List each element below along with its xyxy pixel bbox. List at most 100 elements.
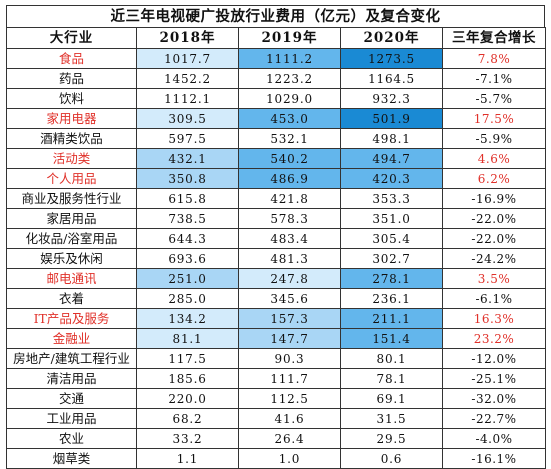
value-cell-2018: 1017.7 — [136, 48, 239, 69]
value-cell-2018: 285.0 — [136, 288, 239, 309]
value-cell-2020: 151.4 — [340, 328, 443, 349]
cagr-cell: -32.0% — [442, 388, 546, 409]
industry-cell: 邮电通讯 — [6, 268, 137, 289]
industry-cell: 交通 — [6, 388, 137, 409]
cagr-cell: 6.2% — [442, 168, 546, 189]
value-cell-2019: 147.7 — [238, 328, 341, 349]
value-cell-2018: 220.0 — [136, 388, 239, 409]
table-row: 家居用品 738.5 578.3 351.0 -22.0% — [6, 208, 546, 229]
value-cell-2019: 157.3 — [238, 308, 341, 329]
table-row: 清洁用品 185.6 111.7 78.1 -25.1% — [6, 368, 546, 389]
value-cell-2019: 247.8 — [238, 268, 341, 289]
value-cell-2019: 1111.2 — [238, 48, 341, 69]
industry-cell: 食品 — [6, 48, 137, 69]
value-cell-2018: 615.8 — [136, 188, 239, 209]
value-cell-2018: 33.2 — [136, 428, 239, 449]
value-cell-2020: 0.6 — [340, 448, 443, 469]
ad-spend-table-figure: 近三年电视硬广投放行业费用（亿元）及复合变化 大行业 2018年 2019年 2… — [6, 5, 546, 469]
value-cell-2019: 532.1 — [238, 128, 341, 149]
table-row: 酒精类饮品 597.5 532.1 498.1 -5.9% — [6, 128, 546, 149]
industry-cell: 酒精类饮品 — [6, 128, 137, 149]
cagr-cell: -22.0% — [442, 208, 546, 229]
value-cell-2019: 1223.2 — [238, 68, 341, 89]
industry-cell: 衣着 — [6, 288, 137, 309]
industry-cell: 饮料 — [6, 88, 137, 109]
industry-cell: 金融业 — [6, 328, 137, 349]
value-cell-2019: 540.2 — [238, 148, 341, 169]
table-row: 房地产/建筑工程行业 117.5 90.3 80.1 -12.0% — [6, 348, 546, 369]
cagr-cell: 17.5% — [442, 108, 546, 129]
header-industry: 大行业 — [6, 27, 137, 49]
table-row: 娱乐及休闲 693.6 481.3 302.7 -24.2% — [6, 248, 546, 269]
cagr-cell: 3.5% — [442, 268, 546, 289]
value-cell-2018: 68.2 — [136, 408, 239, 429]
value-cell-2020: 494.7 — [340, 148, 443, 169]
value-cell-2018: 597.5 — [136, 128, 239, 149]
cagr-cell: -5.7% — [442, 88, 546, 109]
cagr-cell: -25.1% — [442, 368, 546, 389]
cagr-cell: 4.6% — [442, 148, 546, 169]
table-row: 衣着 285.0 345.6 236.1 -6.1% — [6, 288, 546, 309]
table-row: 工业用品 68.2 41.6 31.5 -22.7% — [6, 408, 546, 429]
cagr-cell: -22.7% — [442, 408, 546, 429]
table-row: 家用电器 309.5 453.0 501.9 17.5% — [6, 108, 546, 129]
cagr-cell: 23.2% — [442, 328, 546, 349]
industry-cell: 商业及服务性行业 — [6, 188, 137, 209]
industry-cell: 化妆品/浴室用品 — [6, 228, 137, 249]
value-cell-2018: 1.1 — [136, 448, 239, 469]
value-cell-2019: 26.4 — [238, 428, 341, 449]
industry-cell: 家用电器 — [6, 108, 137, 129]
industry-cell: 娱乐及休闲 — [6, 248, 137, 269]
industry-cell: 房地产/建筑工程行业 — [6, 348, 137, 369]
value-cell-2019: 1.0 — [238, 448, 341, 469]
value-cell-2019: 1029.0 — [238, 88, 341, 109]
table-row: 烟草类 1.1 1.0 0.6 -16.1% — [6, 448, 546, 469]
table-row: 食品 1017.7 1111.2 1273.5 7.8% — [6, 48, 546, 69]
industry-cell: 工业用品 — [6, 408, 137, 429]
value-cell-2018: 251.0 — [136, 268, 239, 289]
cagr-cell: -7.1% — [442, 68, 546, 89]
industry-cell: 个人用品 — [6, 168, 137, 189]
cagr-cell: -22.0% — [442, 228, 546, 249]
table-row: 个人用品 350.8 486.9 420.3 6.2% — [6, 168, 546, 189]
value-cell-2018: 1452.2 — [136, 68, 239, 89]
value-cell-2020: 498.1 — [340, 128, 443, 149]
value-cell-2019: 111.7 — [238, 368, 341, 389]
table-row: 饮料 1112.1 1029.0 932.3 -5.7% — [6, 88, 546, 109]
value-cell-2018: 693.6 — [136, 248, 239, 269]
table-row: 药品 1452.2 1223.2 1164.5 -7.1% — [6, 68, 546, 89]
cagr-cell: 7.8% — [442, 48, 546, 69]
cagr-cell: -4.0% — [442, 428, 546, 449]
value-cell-2020: 305.4 — [340, 228, 443, 249]
header-2020: 2020年 — [340, 27, 443, 49]
value-cell-2018: 350.8 — [136, 168, 239, 189]
value-cell-2018: 185.6 — [136, 368, 239, 389]
value-cell-2018: 738.5 — [136, 208, 239, 229]
value-cell-2020: 69.1 — [340, 388, 443, 409]
table-row: 金融业 81.1 147.7 151.4 23.2% — [6, 328, 546, 349]
cagr-cell: -16.1% — [442, 448, 546, 469]
table-row: 化妆品/浴室用品 644.3 483.4 305.4 -22.0% — [6, 228, 546, 249]
header-2018: 2018年 — [136, 27, 239, 49]
industry-cell: 烟草类 — [6, 448, 137, 469]
value-cell-2020: 302.7 — [340, 248, 443, 269]
value-cell-2019: 112.5 — [238, 388, 341, 409]
value-cell-2020: 80.1 — [340, 348, 443, 369]
ad-spend-table: 大行业 2018年 2019年 2020年 三年复合增长 食品 1017.7 111… — [6, 27, 546, 469]
industry-cell: 农业 — [6, 428, 137, 449]
value-cell-2018: 134.2 — [136, 308, 239, 329]
value-cell-2019: 41.6 — [238, 408, 341, 429]
value-cell-2020: 211.1 — [340, 308, 443, 329]
header-2019: 2019年 — [238, 27, 341, 49]
table-row: 交通 220.0 112.5 69.1 -32.0% — [6, 388, 546, 409]
value-cell-2020: 353.3 — [340, 188, 443, 209]
value-cell-2019: 486.9 — [238, 168, 341, 189]
value-cell-2018: 432.1 — [136, 148, 239, 169]
industry-cell: 药品 — [6, 68, 137, 89]
cagr-cell: -16.9% — [442, 188, 546, 209]
header-cagr: 三年复合增长 — [442, 27, 546, 49]
value-cell-2019: 578.3 — [238, 208, 341, 229]
value-cell-2019: 421.8 — [238, 188, 341, 209]
value-cell-2018: 1112.1 — [136, 88, 239, 109]
value-cell-2019: 345.6 — [238, 288, 341, 309]
